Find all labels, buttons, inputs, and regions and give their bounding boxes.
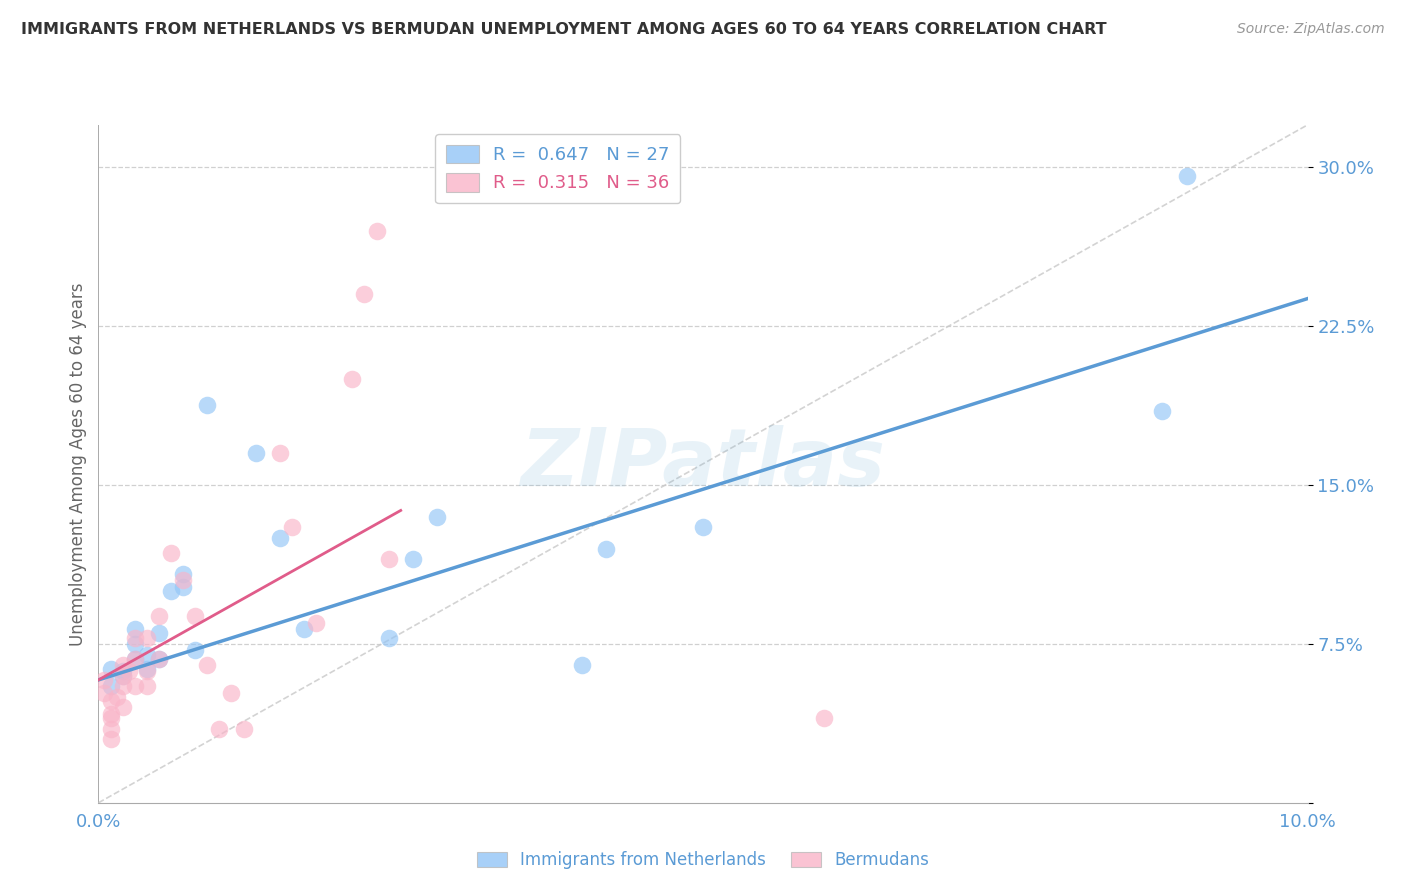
- Point: [269, 446, 291, 460]
- Point: [426, 509, 449, 524]
- Point: [111, 700, 134, 714]
- Point: [100, 694, 122, 708]
- Point: [124, 637, 146, 651]
- Point: [571, 658, 593, 673]
- Point: [93, 673, 115, 687]
- Point: [135, 665, 157, 679]
- Point: [221, 685, 243, 699]
- Point: [124, 651, 146, 665]
- Point: [105, 690, 128, 704]
- Point: [135, 662, 157, 676]
- Point: [195, 398, 218, 412]
- Point: [402, 552, 425, 566]
- Point: [135, 648, 157, 662]
- Point: [111, 679, 134, 693]
- Point: [160, 546, 183, 560]
- Point: [124, 679, 146, 693]
- Point: [111, 669, 134, 683]
- Point: [292, 622, 315, 636]
- Point: [100, 706, 122, 721]
- Point: [692, 520, 714, 534]
- Point: [1152, 404, 1174, 418]
- Point: [353, 287, 375, 301]
- Point: [148, 609, 170, 624]
- Point: [100, 722, 122, 736]
- Point: [100, 732, 122, 747]
- Point: [111, 658, 134, 673]
- Point: [111, 669, 134, 683]
- Point: [148, 651, 170, 665]
- Point: [111, 665, 134, 679]
- Point: [100, 662, 122, 676]
- Y-axis label: Unemployment Among Ages 60 to 64 years: Unemployment Among Ages 60 to 64 years: [69, 282, 87, 646]
- Point: [118, 665, 141, 679]
- Point: [342, 372, 364, 386]
- Point: [135, 631, 157, 645]
- Point: [160, 583, 183, 598]
- Text: Source: ZipAtlas.com: Source: ZipAtlas.com: [1237, 22, 1385, 37]
- Point: [245, 446, 267, 460]
- Point: [148, 651, 170, 665]
- Point: [184, 643, 207, 657]
- Point: [269, 531, 291, 545]
- Text: ZIPatlas: ZIPatlas: [520, 425, 886, 503]
- Point: [172, 574, 194, 588]
- Point: [124, 651, 146, 665]
- Legend: Immigrants from Netherlands, Bermudans: Immigrants from Netherlands, Bermudans: [470, 845, 936, 876]
- Point: [377, 631, 399, 645]
- Point: [377, 552, 399, 566]
- Point: [232, 722, 254, 736]
- Point: [172, 580, 194, 594]
- Point: [813, 711, 835, 725]
- Point: [366, 224, 388, 238]
- Point: [595, 541, 617, 556]
- Point: [100, 711, 122, 725]
- Point: [100, 679, 122, 693]
- Point: [124, 631, 146, 645]
- Point: [148, 626, 170, 640]
- Text: IMMIGRANTS FROM NETHERLANDS VS BERMUDAN UNEMPLOYMENT AMONG AGES 60 TO 64 YEARS C: IMMIGRANTS FROM NETHERLANDS VS BERMUDAN …: [21, 22, 1107, 37]
- Point: [124, 622, 146, 636]
- Point: [195, 658, 218, 673]
- Point: [93, 685, 115, 699]
- Point: [208, 722, 231, 736]
- Point: [172, 567, 194, 582]
- Point: [184, 609, 207, 624]
- Point: [135, 679, 157, 693]
- Point: [1175, 169, 1198, 183]
- Point: [305, 615, 328, 630]
- Point: [281, 520, 304, 534]
